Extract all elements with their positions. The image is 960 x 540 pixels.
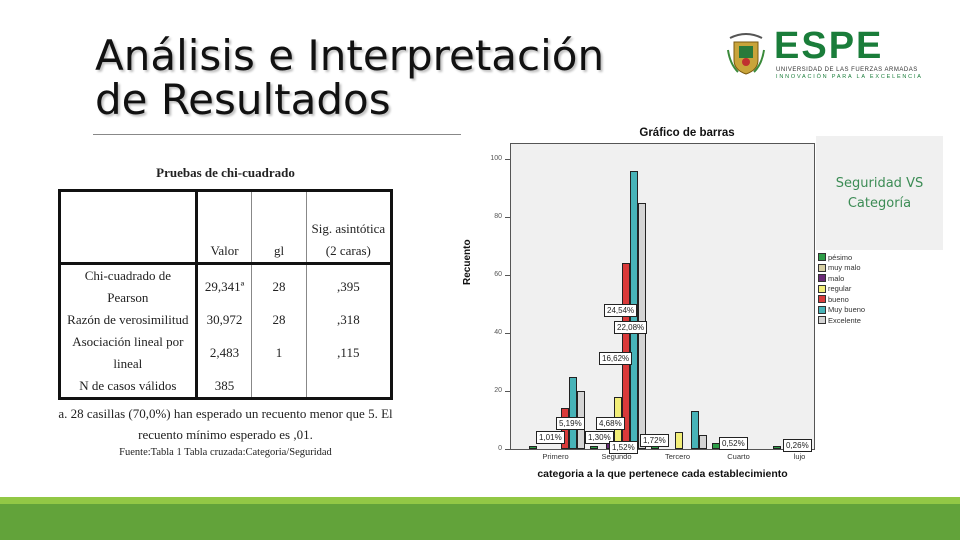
table-row: Chi-cuadrado de Pearson 29,341ª 28 ,395	[59, 263, 392, 309]
y-tick: 60	[480, 271, 510, 278]
percentage-label: 1,01%	[536, 431, 565, 444]
chart-caption: Seguridad VS Categoría	[835, 176, 924, 211]
row-valor: 30,972	[196, 309, 253, 331]
slide-title-line1: Análisis e Interpretación	[95, 31, 605, 80]
university-crest-icon	[727, 33, 765, 75]
row-valor: 385	[196, 375, 253, 399]
logo-subtitle: UNIVERSIDAD DE LAS FUERZAS ARMADAS	[776, 67, 918, 73]
legend-swatch-icon	[818, 284, 826, 293]
espe-logo: ESPE UNIVERSIDAD DE LAS FUERZAS ARMADAS …	[722, 25, 921, 84]
logo-tagline: INNOVACIÓN PARA LA EXCELENCIA	[776, 74, 923, 80]
percentage-label: 1,30%	[585, 431, 614, 444]
row-sig: ,318	[336, 312, 360, 327]
legend-item: pésimo	[818, 252, 865, 263]
espe-wordmark: ESPE	[774, 25, 884, 67]
table-footnote: a. 28 casillas (70,0%) han esperado un r…	[58, 406, 393, 442]
legend-item: Muy bueno	[818, 305, 865, 316]
legend-label: Muy bueno	[828, 305, 866, 315]
x-tick: lujo	[793, 452, 806, 461]
percentage-label: 0,26%	[783, 439, 812, 452]
legend-label: Excelente	[828, 315, 861, 325]
percentage-label: 1,72%	[640, 434, 669, 447]
row-sig	[306, 375, 391, 399]
bar	[674, 431, 683, 449]
row-gl: 1	[251, 331, 307, 375]
legend-label: regular	[828, 284, 852, 294]
row-valor: 2,483	[196, 331, 253, 375]
percentage-label: 4,68%	[596, 417, 625, 430]
percentage-label: 1,52%	[609, 441, 638, 454]
header-cell-sig: Sig. asintótica (2 caras)	[306, 190, 392, 265]
bar	[690, 411, 699, 449]
row-gl: 28	[251, 309, 307, 331]
legend-item: regular	[818, 284, 865, 295]
row-gl: 28	[251, 263, 307, 309]
x-tick: Primero	[542, 452, 569, 461]
legend-swatch-icon	[818, 305, 826, 314]
header-cell-gl: gl	[251, 190, 307, 265]
table-row: N de casos válidos 385	[59, 375, 392, 399]
legend-swatch-icon	[818, 263, 826, 272]
slide-title-line2: de Resultados	[95, 75, 391, 124]
legend-item: bueno	[818, 294, 865, 305]
table-header-row: Valor gl Sig. asintótica (2 caras)	[59, 190, 392, 265]
legend-item: Excelente	[818, 315, 865, 326]
table-title: Pruebas de chi-cuadrado	[156, 165, 295, 180]
row-label: Asociación lineal por lineal	[59, 331, 198, 375]
legend-label: pésimo	[828, 252, 853, 262]
bar	[528, 446, 537, 449]
bar-chart: Gráfico de barras Recuento 0 20 40 60 80 100 …	[462, 125, 820, 485]
legend-swatch-icon	[818, 274, 826, 283]
percentage-label: 16,62%	[599, 352, 633, 365]
title-divider	[93, 134, 461, 135]
header-cell-empty	[59, 190, 198, 265]
footer-stripe-light	[0, 497, 960, 504]
legend-swatch-icon	[818, 295, 826, 304]
chi-square-table-block: Pruebas de chi-cuadrado Valor gl Sig. as…	[58, 165, 393, 458]
y-tick: 100	[480, 155, 510, 162]
row-label: Razón de verosimilitud	[59, 309, 198, 331]
legend-label: malo	[828, 273, 845, 283]
row-valor: 29,341ª	[196, 263, 253, 309]
percentage-label: 22,08%	[614, 321, 648, 334]
header-cell-valor: Valor	[196, 190, 253, 265]
x-tick: Tercero	[664, 452, 690, 461]
percentage-label: 24,54%	[604, 304, 638, 317]
x-axis-label: categoria a la que pertenece cada establ…	[537, 468, 788, 480]
row-sig: ,115	[337, 345, 360, 360]
legend-item: malo	[818, 273, 865, 284]
legend-item: muy malo	[818, 263, 865, 274]
table-source: Fuente:Tabla 1 Tabla cruzada:Categoria/S…	[119, 447, 332, 458]
chart-legend: pésimo muy malo malo regular bueno Muy bueno E…	[818, 252, 865, 326]
plot-area: 1,01% 5,19% 1,30% 4,68% 16,62% 24,54% 22,08% 1,…	[510, 143, 815, 454]
legend-label: muy malo	[828, 263, 861, 273]
y-tick: 0	[480, 445, 510, 452]
chart-caption-box: Seguridad VS Categoría	[816, 136, 943, 250]
chi-square-table: Valor gl Sig. asintótica (2 caras) Chi-c…	[58, 189, 393, 400]
row-gl	[251, 375, 307, 399]
footer-band	[0, 504, 960, 540]
legend-swatch-icon	[818, 316, 826, 325]
bar	[589, 446, 598, 449]
bar	[698, 434, 707, 449]
legend-swatch-icon	[818, 253, 826, 262]
percentage-label: 0,52%	[719, 437, 748, 450]
x-tick: Segundo	[601, 452, 632, 461]
bar	[772, 446, 781, 449]
row-label: N de casos válidos	[59, 375, 198, 399]
x-tick: Cuarto	[727, 452, 750, 461]
chart-title: Gráfico de barras	[639, 127, 735, 139]
table-row: Razón de verosimilitud 30,972 28 ,318	[59, 309, 392, 331]
y-axis-label: Recuento	[462, 239, 473, 285]
y-tick: 80	[480, 213, 510, 220]
table-row: Asociación lineal por lineal 2,483 1 ,11…	[59, 331, 392, 375]
row-label: Chi-cuadrado de Pearson	[59, 263, 198, 309]
row-sig: ,395	[336, 279, 360, 294]
legend-label: bueno	[828, 294, 849, 304]
y-tick: 40	[480, 329, 510, 336]
percentage-label: 5,19%	[556, 417, 585, 430]
bar	[568, 376, 577, 449]
slide-title: Análisis e Interpretación de Resultados	[95, 34, 604, 122]
y-tick: 20	[480, 387, 510, 394]
